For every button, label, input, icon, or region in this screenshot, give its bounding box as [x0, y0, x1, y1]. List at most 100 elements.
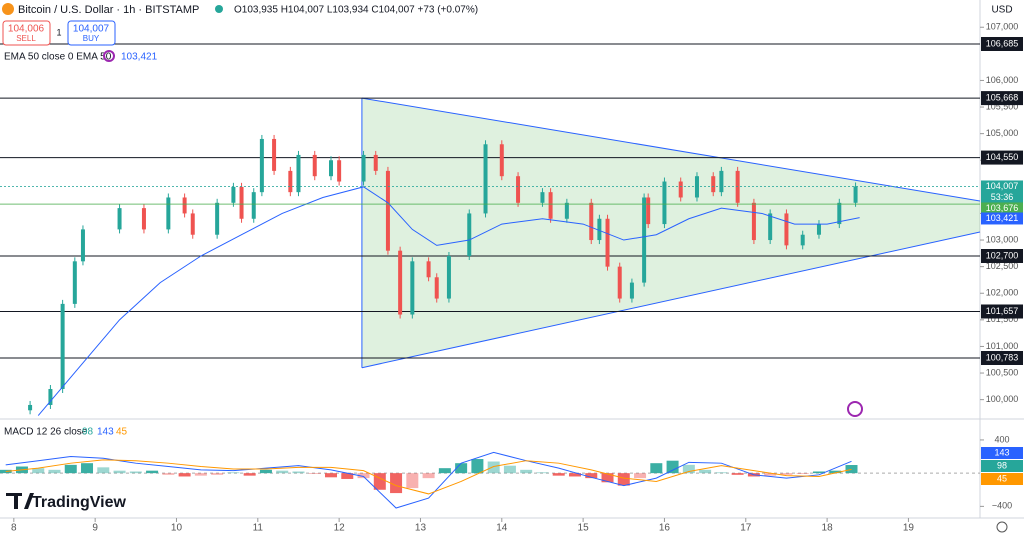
x-tick-label: 17	[740, 523, 752, 534]
candle-body	[483, 144, 488, 214]
macd-histogram-bar	[536, 472, 549, 474]
macd-histogram-bar	[520, 469, 533, 474]
alert-icon[interactable]	[847, 401, 863, 417]
macd-histogram-bar	[829, 470, 842, 474]
macd-line	[5, 459, 852, 495]
settings-icon[interactable]	[996, 521, 1008, 533]
candle-body	[28, 404, 33, 411]
macd-histogram-bar	[487, 461, 500, 474]
triangle-pattern	[361, 98, 981, 368]
macd-histogram-bar	[292, 471, 305, 474]
logo-icon	[6, 493, 34, 509]
candle-body	[426, 261, 431, 278]
macd-histogram-bar	[227, 472, 240, 474]
candle-body	[337, 160, 342, 182]
buy-button[interactable]	[67, 20, 116, 46]
macd-histogram-bar	[682, 464, 695, 474]
x-tick-label: 10	[171, 523, 183, 534]
candle-body	[564, 202, 569, 219]
macd-value: 143	[97, 427, 114, 438]
level-label: 101,657	[986, 306, 1019, 316]
symbol: Bitcoin / U.S. Dollar · 1h · BITSTAMP	[18, 4, 199, 16]
macd-histogram-bar	[634, 473, 647, 479]
candle-body	[434, 277, 439, 299]
macd-histogram-bar	[373, 473, 386, 490]
candle-body	[251, 192, 256, 219]
macd-histogram-bar	[32, 468, 45, 474]
y-tick-label: 100,500	[986, 367, 1019, 377]
ohlc: O103,935 H104,007 L103,934 C104,007 +73 …	[234, 5, 478, 16]
candle-body	[751, 202, 756, 241]
candle-body	[385, 170, 390, 251]
candle-body	[361, 154, 366, 182]
macd-histogram-bar	[81, 463, 94, 474]
macd-histogram-bar	[845, 465, 858, 474]
macd-histogram-bar	[162, 473, 175, 475]
candle-body	[296, 154, 301, 193]
macd-histogram-bar	[812, 471, 825, 474]
y-tick-label: 101,000	[986, 341, 1019, 351]
macd-histogram-bar	[455, 463, 468, 474]
candle-body	[312, 154, 317, 177]
level-label-box	[981, 304, 1023, 319]
level-label: 105,668	[986, 92, 1019, 102]
macd-value-box	[981, 460, 1023, 472]
candle-body	[646, 197, 651, 225]
y-tick-label: 101,500	[986, 314, 1019, 324]
y-tick-label: 102,500	[986, 261, 1019, 271]
candle-body	[259, 138, 264, 193]
sell-button[interactable]	[2, 20, 51, 46]
ema-label: EMA 50 close 0 EMA 50	[4, 52, 112, 63]
candle-body	[182, 197, 187, 214]
price-line-label: 104,007	[986, 181, 1019, 191]
ema-icon	[103, 50, 115, 62]
y-tick-label: 103,000	[986, 234, 1019, 244]
y-tick-label: 105,500	[986, 101, 1019, 111]
market-status	[215, 5, 223, 13]
macd-histogram-bar	[780, 473, 793, 475]
y-tick-label: 107,000	[986, 22, 1019, 32]
level-label-box	[981, 91, 1023, 106]
candle-body	[816, 224, 821, 235]
triangle-lower	[361, 231, 981, 369]
macd-histogram-bar	[194, 473, 207, 476]
macd-histogram-bar	[764, 473, 777, 476]
x-tick-label: 9	[92, 523, 98, 534]
candle-body	[117, 208, 122, 230]
candle-body	[190, 213, 195, 235]
candle-body	[215, 202, 220, 235]
macd-histogram-bar	[406, 473, 419, 489]
macd-histogram-bar	[585, 473, 598, 479]
candle-body	[642, 197, 647, 283]
countdown: 53:36	[991, 192, 1014, 202]
macd-histogram-bar	[715, 472, 728, 474]
level-label-box	[981, 36, 1023, 51]
macd-histogram-bar	[129, 471, 142, 474]
candle-body	[398, 250, 403, 315]
candle-body	[60, 303, 65, 390]
buy-price: 104,007	[73, 24, 110, 35]
price-line-box	[981, 180, 1023, 205]
candle-body	[239, 186, 244, 219]
macd-histogram-bar	[146, 470, 159, 474]
x-tick-label: 16	[659, 523, 671, 534]
macd-histogram-bar	[211, 473, 224, 475]
triangle-upper	[361, 97, 981, 202]
x-tick-label: 18	[822, 523, 834, 534]
macd-histogram-bar	[48, 469, 61, 474]
level-label-box	[981, 150, 1023, 165]
macd-histogram-bar	[325, 473, 338, 478]
candle-body	[141, 208, 146, 230]
macd-label: MACD 12 26 close	[4, 427, 88, 438]
x-tick-label: 11	[253, 523, 264, 534]
macd-hist-value: 98	[82, 427, 94, 438]
candle-body	[540, 192, 545, 203]
macd-histogram-bar	[471, 459, 484, 474]
macd-histogram-bar	[503, 465, 516, 474]
macd-histogram-bar	[552, 473, 565, 476]
y-tick-label: 106,000	[986, 75, 1019, 85]
signal-value: 45	[116, 427, 128, 438]
buy-label: BUY	[83, 34, 100, 43]
